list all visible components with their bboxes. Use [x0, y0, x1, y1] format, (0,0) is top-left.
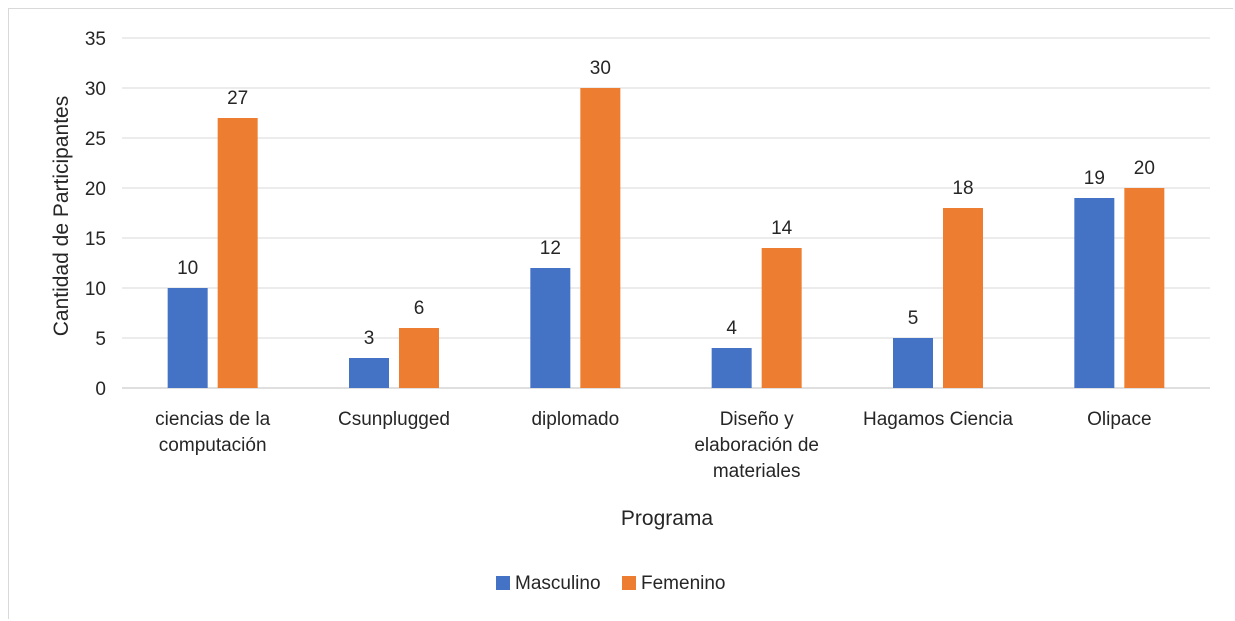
y-tick-label: 25 [85, 129, 106, 150]
bar-femenino [217, 118, 258, 388]
data-label: 4 [726, 318, 737, 339]
legend-label: Masculino [515, 573, 601, 594]
x-category-label: Olipace [1087, 409, 1151, 430]
bar-femenino [399, 328, 439, 388]
data-label: 14 [771, 218, 793, 239]
data-label: 30 [590, 58, 611, 79]
x-axis-title: Programa [621, 507, 714, 530]
data-label: 5 [908, 308, 919, 329]
y-tick-label: 0 [95, 379, 106, 400]
data-label: 20 [1134, 158, 1155, 179]
bar-masculino [711, 348, 752, 388]
legend-label: Femenino [641, 573, 726, 594]
x-category-label: diplomado [531, 409, 619, 430]
data-label: 10 [177, 258, 198, 279]
data-label: 6 [414, 298, 425, 319]
legend-item-femenino: Femenino [622, 573, 726, 594]
legend-swatch [496, 576, 510, 590]
bar-masculino [349, 358, 389, 388]
x-category-label: Hagamos Ciencia [863, 409, 1013, 430]
chart-frame [8, 8, 1233, 619]
x-category-label: Csunplugged [338, 409, 450, 430]
data-label: 18 [952, 178, 973, 199]
bar-masculino [530, 268, 571, 388]
legend: Masculino Femenino [496, 573, 726, 594]
bar-masculino [1074, 198, 1115, 388]
y-tick-label: 20 [85, 179, 106, 200]
bar-femenino [943, 208, 983, 388]
y-axis-ticks: 0 5 10 15 20 25 30 35 [85, 29, 106, 400]
data-label: 3 [364, 328, 375, 349]
x-category-label: ciencias de la computación [155, 409, 271, 456]
data-labels: 10 27 3 6 12 30 4 14 5 18 19 20 [177, 58, 1155, 349]
data-label: 12 [540, 238, 561, 259]
legend-swatch [622, 576, 636, 590]
y-tick-label: 35 [85, 29, 106, 50]
data-label: 19 [1084, 168, 1105, 189]
bar-masculino [167, 288, 208, 388]
gridlines [122, 37, 1210, 389]
bar-femenino [1124, 188, 1165, 388]
y-tick-label: 30 [85, 79, 106, 100]
y-tick-label: 15 [85, 229, 106, 250]
bar-femenino [580, 88, 621, 388]
y-tick-label: 10 [85, 279, 106, 300]
bars [167, 88, 1165, 388]
bar-femenino [761, 248, 802, 388]
y-tick-label: 5 [95, 329, 106, 350]
x-category-label: Diseño y elaboración de materiales [694, 409, 819, 482]
y-axis-title: Cantidad de Participantes [50, 96, 73, 337]
bar-masculino [893, 338, 933, 388]
x-axis-categories: ciencias de la computación Csunplugged dipl… [155, 409, 1151, 482]
data-label: 27 [227, 88, 248, 109]
legend-item-masculino: Masculino [496, 573, 601, 594]
